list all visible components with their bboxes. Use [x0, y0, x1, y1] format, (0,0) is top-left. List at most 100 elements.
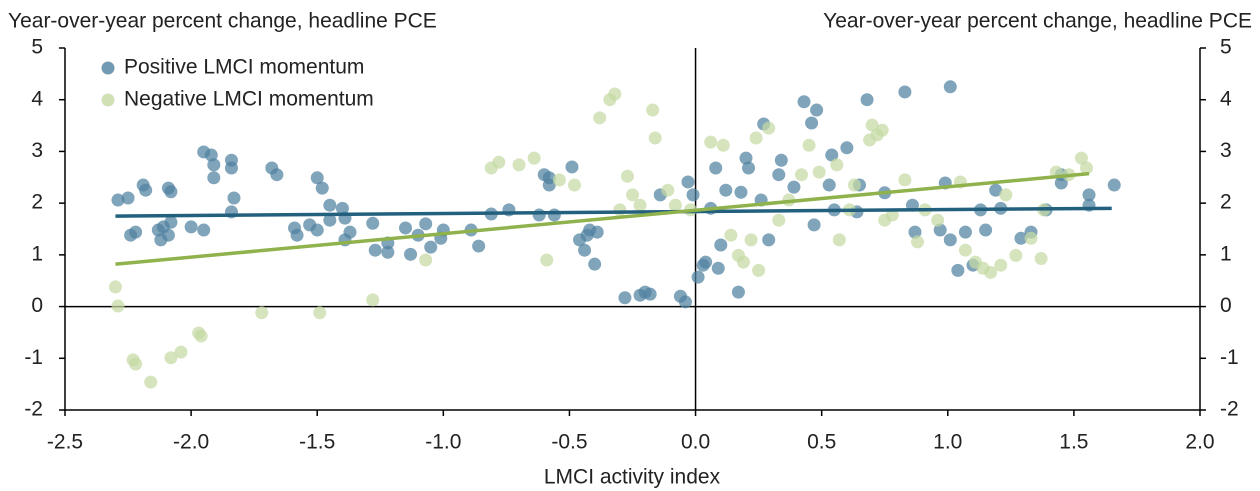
x-tick-label: 2.0 [1185, 431, 1214, 454]
scatter-point [618, 291, 632, 305]
scatter-point [633, 198, 647, 212]
scatter-point [540, 253, 554, 267]
scatter-point [270, 168, 284, 182]
x-tick-label: -2.0 [173, 431, 209, 454]
x-tick-label: 0.5 [807, 431, 836, 454]
scatter-point [668, 198, 682, 212]
y2-tick-label: 2 [1220, 191, 1232, 214]
scatter-point [774, 153, 788, 167]
scatter-point [419, 253, 433, 267]
y2-tick-label: 4 [1220, 87, 1232, 110]
scatter-point [164, 185, 178, 199]
scatter-point [908, 225, 922, 239]
scatter-point [1074, 151, 1088, 165]
scatter-point [772, 213, 786, 227]
scatter-point [315, 181, 329, 195]
scatter-point [527, 151, 541, 165]
scatter-point [999, 188, 1013, 202]
scatter-point [709, 161, 723, 175]
scatter-point [366, 293, 380, 307]
scatter-point [943, 233, 957, 247]
scatter-point [898, 85, 912, 99]
scatter-point [911, 235, 925, 249]
scatter-point [164, 215, 178, 229]
y-axis-title: Year-over-year percent change, headline … [8, 10, 437, 33]
y2-axis-title: Year-over-year percent change, headline … [823, 10, 1252, 33]
scatter-point [197, 223, 211, 237]
x-axis-title: LMCI activity index [544, 466, 721, 489]
scatter-point [552, 173, 566, 187]
scatter-point [762, 233, 776, 247]
scatter-point [593, 111, 607, 125]
scatter-point [772, 168, 786, 182]
scatter-point [368, 243, 382, 257]
scatter-point [951, 263, 965, 277]
scatter-point [1107, 178, 1121, 192]
scatter-point [958, 225, 972, 239]
scatter-point [984, 265, 998, 279]
scatter-point [111, 193, 125, 207]
scatter-point [626, 188, 639, 202]
scatter-point [111, 299, 125, 313]
scatter-point [227, 191, 241, 205]
legend-marker [101, 61, 115, 75]
scatter-point [731, 285, 745, 299]
scatter-point [931, 213, 945, 227]
scatter-point [547, 208, 561, 222]
scatter-point [825, 148, 839, 162]
scatter-point [812, 165, 826, 179]
scatter-point [184, 220, 198, 234]
scatter-point [762, 121, 776, 135]
x-tick-label: 1.5 [1059, 431, 1088, 454]
scatter-point [1014, 231, 1028, 245]
scatter-point [567, 178, 581, 192]
scatter-point [578, 243, 592, 257]
y2-tick-label: -2 [1220, 398, 1239, 421]
scatter-point [381, 245, 395, 259]
scatter-point [108, 280, 122, 294]
scatter-point [1082, 188, 1096, 202]
scatter-point [724, 228, 738, 242]
scatter-point [161, 228, 175, 242]
scatter-point [805, 116, 819, 130]
scatter-point [204, 148, 218, 162]
scatter-point [323, 198, 337, 212]
scatter-point [933, 223, 947, 237]
x-tick-label: -0.5 [551, 431, 587, 454]
scatter-point [310, 171, 324, 185]
scatter-point [224, 161, 238, 175]
scatter-point [404, 247, 418, 261]
scatter-point [822, 178, 836, 192]
scatter-point [691, 270, 705, 284]
scatter-point [865, 118, 879, 132]
scatter-point [643, 287, 657, 301]
scatter-point [678, 295, 692, 309]
y2-tick-label: 5 [1220, 36, 1232, 59]
scatter-point [646, 103, 660, 117]
scatter-point [847, 178, 861, 192]
scatter-point [989, 183, 1003, 197]
scatter-point [832, 233, 846, 247]
scatter-point [399, 221, 412, 235]
scatter-point [979, 223, 993, 237]
scatter-point [323, 213, 337, 227]
scatter-point [958, 243, 972, 257]
scatter-point [366, 216, 380, 230]
y-tick-label: -1 [24, 346, 43, 369]
y2-tick-label: 1 [1220, 242, 1232, 265]
scatter-point [719, 183, 733, 197]
scatter-point [419, 217, 433, 231]
scatter-point [121, 191, 135, 205]
scatter-point [716, 138, 730, 152]
x-tick-label: 1.0 [933, 431, 962, 454]
legend-label: Positive LMCI momentum [124, 56, 364, 79]
x-tick-label: -1.5 [299, 431, 335, 454]
scatter-point [139, 183, 153, 197]
scatter-point [875, 123, 889, 137]
y-tick-label: 1 [31, 242, 43, 265]
scatter-point [194, 329, 208, 343]
y-tick-label: 0 [31, 294, 43, 317]
legend-marker [101, 93, 115, 107]
scatter-point [565, 160, 579, 174]
